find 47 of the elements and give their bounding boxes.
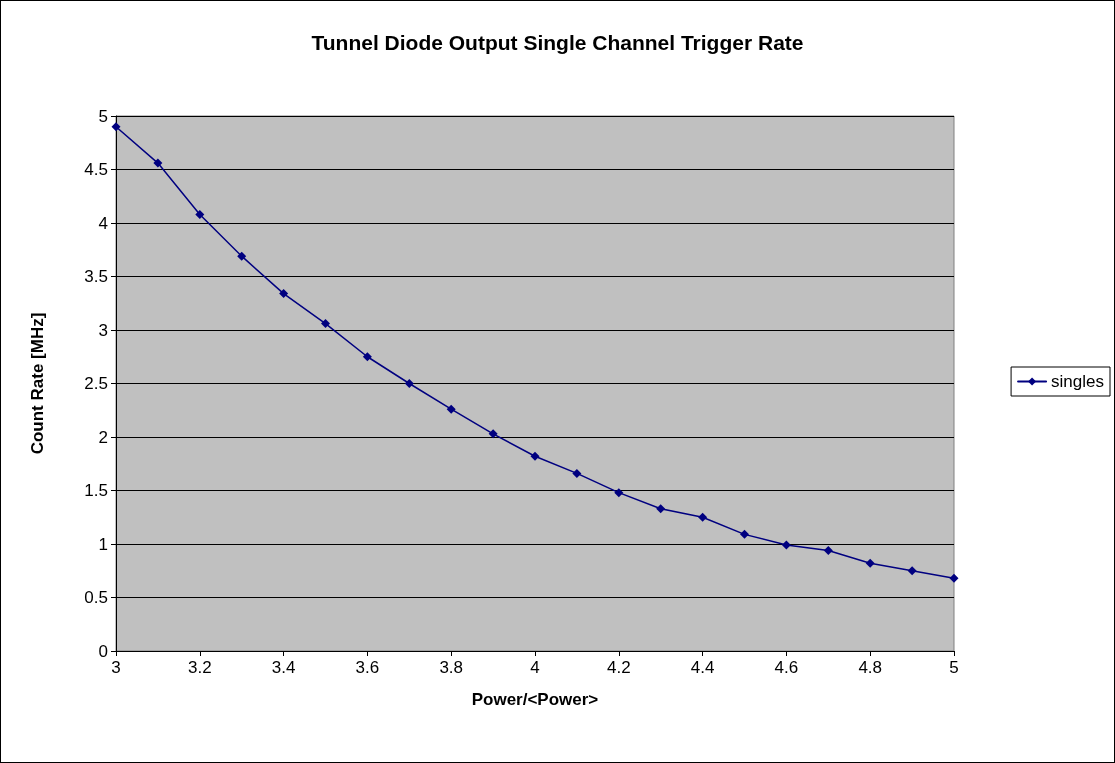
x-axis-title: Power/<Power> (471, 690, 599, 709)
y-tick-label: 5 (98, 106, 108, 126)
point (488, 429, 498, 439)
x-tick-label: 3.8 (439, 658, 464, 677)
y-tick-label: 1.5 (84, 481, 108, 500)
x-tick-label: 4.4 (690, 658, 715, 677)
chart-title: Tunnel Diode Output Single Channel Trigger Rate (311, 31, 804, 54)
point (279, 289, 289, 299)
point (153, 158, 163, 168)
point (614, 488, 624, 498)
y-axis-title: Count Rate [MHz] (28, 312, 47, 455)
point (321, 319, 330, 329)
y-tick-label: 4.5 (84, 160, 108, 179)
point (823, 545, 833, 555)
x-tick-label: 4.2 (606, 658, 631, 677)
x-tick-label: 4.6 (774, 658, 799, 677)
x-tick-label: 3.6 (355, 658, 380, 677)
point (195, 209, 205, 219)
y-tick-label: 3 (98, 320, 108, 340)
point (865, 558, 875, 568)
point (111, 122, 121, 132)
x-tick-label: 4.8 (858, 658, 883, 677)
y-tick-label: 3.5 (84, 267, 108, 286)
point (781, 540, 791, 550)
point (698, 512, 708, 522)
point (530, 451, 540, 461)
point (404, 379, 414, 388)
point (949, 573, 959, 583)
y-tick-label: 0.5 (84, 588, 108, 607)
point (656, 504, 666, 514)
x-tick-label: 3.4 (271, 658, 296, 677)
y-tick-label: 1 (98, 534, 108, 554)
y-tick-label: 0 (98, 641, 108, 661)
y-tick-label: 2.5 (84, 374, 108, 393)
point (572, 468, 582, 478)
legend-label: singles (1051, 372, 1104, 391)
x-tick-label: 4 (530, 658, 540, 677)
point (907, 566, 917, 576)
x-tick-label: 3.2 (187, 658, 212, 677)
point (446, 404, 456, 414)
y-tick-label: 2 (98, 427, 108, 447)
x-tick-label: 5 (949, 658, 959, 677)
y-tick-label: 4 (98, 213, 108, 233)
point (237, 251, 247, 261)
x-tick-label: 3 (111, 658, 121, 677)
point (362, 352, 372, 362)
point (740, 529, 749, 539)
